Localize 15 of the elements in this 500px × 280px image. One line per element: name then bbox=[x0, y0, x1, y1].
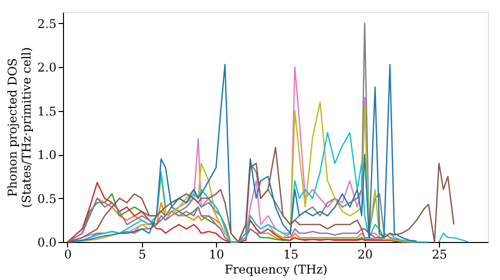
y-tick-label: 1.5 bbox=[37, 104, 56, 118]
x-tick-label: 15 bbox=[283, 248, 298, 262]
x-tick-label: 25 bbox=[432, 248, 448, 262]
y-tick-label: 0.5 bbox=[37, 192, 56, 206]
x-tick-label: 5 bbox=[138, 248, 146, 262]
y-tick-label: 1.0 bbox=[37, 148, 56, 162]
x-tick-label: 10 bbox=[208, 248, 224, 262]
y-axis-title: Phonon projected DOS (States/THz·primitive cell) bbox=[5, 47, 34, 208]
x-tick-label: 0 bbox=[64, 248, 72, 262]
x-axis-title: Frequency (THz) bbox=[224, 262, 328, 276]
x-tick-label: 20 bbox=[358, 248, 373, 262]
y-tick-label: 2.5 bbox=[37, 16, 56, 31]
y-tick-label: 2.0 bbox=[37, 60, 56, 75]
y-tick-label: 0.0 bbox=[37, 236, 56, 250]
line-series bbox=[66, 146, 454, 243]
